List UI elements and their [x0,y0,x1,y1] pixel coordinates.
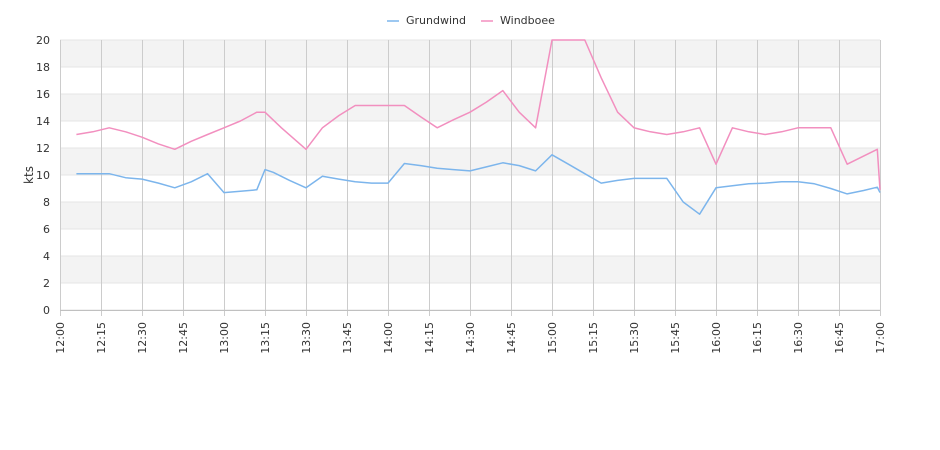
x-tick-label: 14:30 [464,322,477,354]
y-tick-label: 14 [36,115,50,128]
x-tick-label: 16:45 [833,322,846,354]
legend[interactable]: Grundwind Windboee [387,14,555,27]
x-tick-label: 13:30 [300,322,313,354]
x-tick-label: 16:30 [792,322,805,354]
series-line-grundwind [76,154,881,215]
x-tick-label: 14:15 [423,322,436,354]
x-tick-label: 12:30 [136,322,149,354]
x-tick-label: 16:00 [710,322,723,354]
y-tick-label: 4 [43,250,50,263]
x-tick-label: 15:45 [669,322,682,354]
series-lines [76,39,881,215]
x-tick-label: 13:45 [341,322,354,354]
y-tick-label: 20 [36,34,50,47]
x-axis: 12:00 12:15 12:30 12:45 13:00 13:15 13:30 13:45… [54,322,887,354]
y-tick-label: 6 [43,223,50,236]
x-tick-label: 13:15 [259,322,272,354]
series-line-windboee [76,39,881,190]
y-tick-label: 0 [43,304,50,317]
x-tick-label: 15:30 [628,322,641,354]
x-tick-label: 14:45 [505,322,518,354]
y-tick-label: 8 [43,196,50,209]
x-tick-label: 14:00 [382,322,395,354]
vertical-gridlines [60,40,881,316]
y-tick-label: 18 [36,61,50,74]
y-tick-label: 16 [36,88,50,101]
legend-item-grundwind[interactable]: Grundwind [387,14,466,27]
x-tick-label: 12:45 [177,322,190,354]
x-tick-label: 12:00 [54,322,67,354]
y-tick-label: 2 [43,277,50,290]
y-axis-title: kts [22,166,36,184]
x-tick-label: 17:00 [874,322,887,354]
y-tick-label: 10 [36,169,50,182]
legend-label: Grundwind [406,14,466,27]
y-axis: 0 2 4 6 8 10 12 14 16 18 20 [36,34,50,317]
x-tick-label: 13:00 [218,322,231,354]
x-tick-label: 15:00 [546,322,559,354]
legend-label: Windboee [500,14,555,27]
legend-item-windboee[interactable]: Windboee [481,14,555,27]
x-tick-label: 16:15 [751,322,764,354]
y-tick-label: 12 [36,142,50,155]
x-tick-label: 15:15 [587,322,600,354]
x-tick-label: 12:15 [95,322,108,354]
